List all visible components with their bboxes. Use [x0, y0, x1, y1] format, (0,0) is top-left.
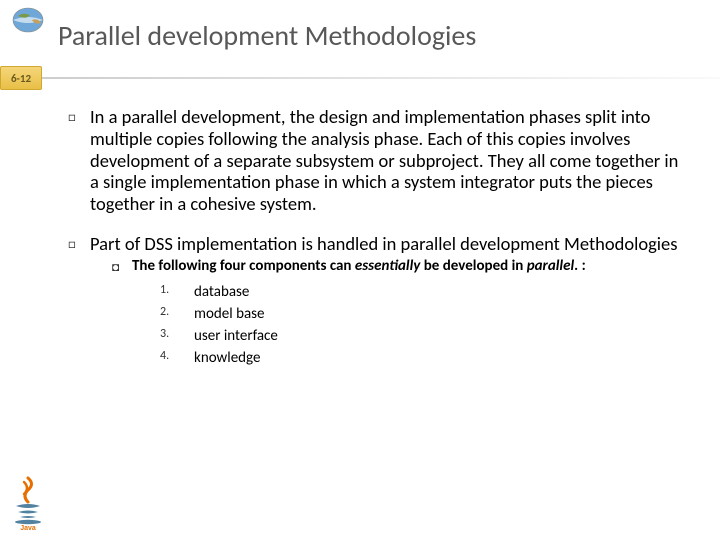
sub-bullet-item: ◘ The following four components can esse…: [112, 257, 680, 275]
globe-icon: [8, 6, 48, 38]
square-bullet-icon: □: [68, 106, 90, 215]
content-area: □ In a parallel development, the design …: [68, 106, 680, 389]
page-title: Parallel development Methodologies: [58, 18, 476, 53]
divider-line: [42, 77, 720, 79]
list-item: 3. user interface: [160, 327, 680, 345]
svg-text:Java: Java: [20, 525, 36, 532]
bullet-item: □ In a parallel development, the design …: [68, 106, 680, 215]
list-label: model base: [194, 305, 264, 323]
sub-bullet-icon: ◘: [112, 257, 132, 275]
slide-number-row: 6-12: [0, 66, 720, 90]
list-label: database: [194, 283, 249, 301]
sub-bullet-text: The following four components can essent…: [132, 257, 680, 275]
subnote-part: . :: [574, 257, 586, 275]
subnote-part: be developed in: [420, 257, 526, 275]
subnote-em: parallel: [527, 257, 574, 275]
java-logo-icon: Java: [8, 474, 48, 532]
list-item: 1. database: [160, 283, 680, 301]
bullet-text: In a parallel development, the design an…: [90, 106, 680, 215]
bullet-text: Part of DSS implementation is handled in…: [90, 233, 680, 255]
subnote-em: essentially: [355, 257, 420, 275]
bullet-item: □ Part of DSS implementation is handled …: [68, 233, 680, 371]
numbered-list: 1. database 2. model base 3. user interf…: [160, 283, 680, 367]
list-number: 3.: [160, 327, 194, 345]
list-number: 2.: [160, 305, 194, 323]
subnote-part: The following four components can: [132, 257, 355, 275]
list-item: 2. model base: [160, 305, 680, 323]
list-number: 1.: [160, 283, 194, 301]
list-number: 4.: [160, 349, 194, 367]
list-label: knowledge: [194, 349, 260, 367]
list-item: 4. knowledge: [160, 349, 680, 367]
list-label: user interface: [194, 327, 278, 345]
slide-number-badge: 6-12: [0, 66, 42, 90]
square-bullet-icon: □: [68, 233, 90, 371]
